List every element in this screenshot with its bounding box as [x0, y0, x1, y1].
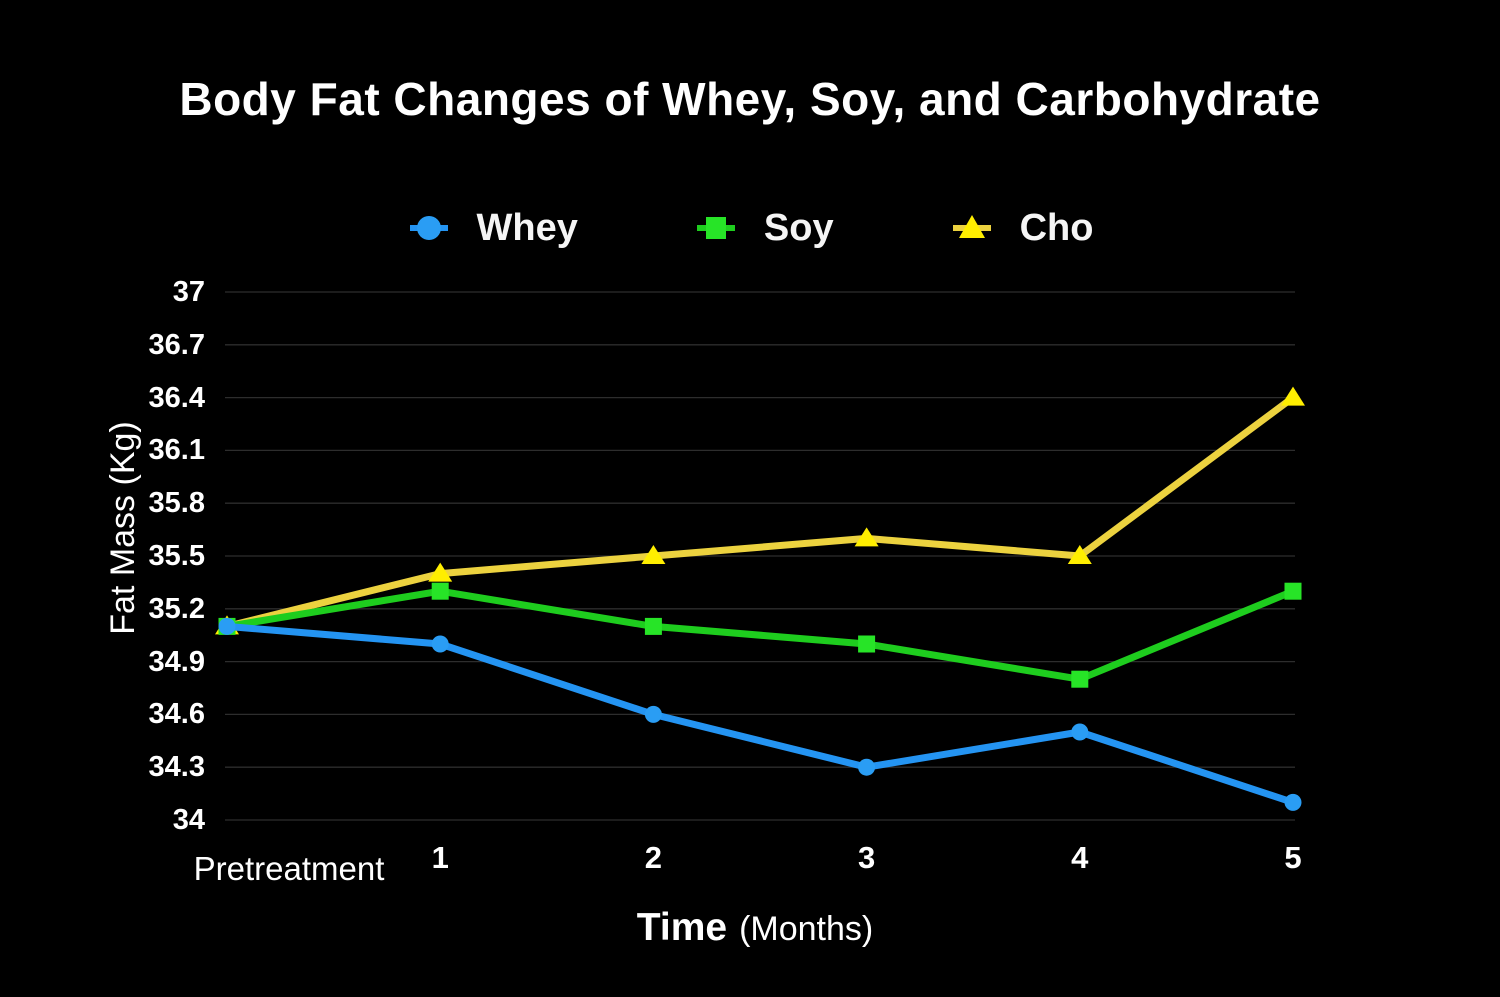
x-axis-title: Time (Months)	[10, 906, 1500, 950]
soy-marker	[858, 635, 876, 653]
triangle-icon	[952, 215, 991, 238]
cho-marker	[1067, 545, 1092, 564]
whey-marker	[1284, 793, 1302, 811]
y-axis-title: Fat Mass (Kg)	[104, 421, 142, 635]
legend-item-soy: Soy	[694, 206, 834, 250]
square-icon	[696, 217, 735, 239]
legend-label-whey: Whey	[476, 206, 578, 249]
soy-marker	[431, 582, 449, 600]
legend-label-cho: Cho	[1019, 206, 1094, 249]
cho-line	[223, 394, 1297, 630]
soy-marker	[644, 617, 662, 635]
whey-line	[223, 622, 1297, 806]
whey-marker	[218, 617, 236, 635]
whey-marker	[1071, 723, 1089, 741]
whey-marker	[431, 635, 449, 653]
cho-marker	[1281, 386, 1305, 406]
whey-marker	[644, 705, 662, 723]
circle-icon	[409, 216, 448, 240]
cho-marker	[428, 562, 453, 582]
chart-title: Body Fat Changes of Whey, Soy, and Carbo…	[179, 73, 1321, 125]
x-axis-title-main: Time	[636, 906, 728, 949]
legend: Whey Soy Cho	[0, 200, 1500, 256]
legend-label-soy: Soy	[763, 206, 834, 249]
soy-marker	[1071, 670, 1089, 688]
soy-line	[223, 587, 1297, 683]
cho-marker	[854, 527, 879, 547]
legend-item-cho: Cho	[950, 206, 1094, 250]
whey-marker	[858, 758, 876, 776]
soy-marker	[1284, 582, 1302, 600]
x-axis-title-unit: (Months)	[739, 910, 874, 948]
cho-marker	[641, 545, 666, 564]
legend-item-whey: Whey	[407, 206, 578, 250]
